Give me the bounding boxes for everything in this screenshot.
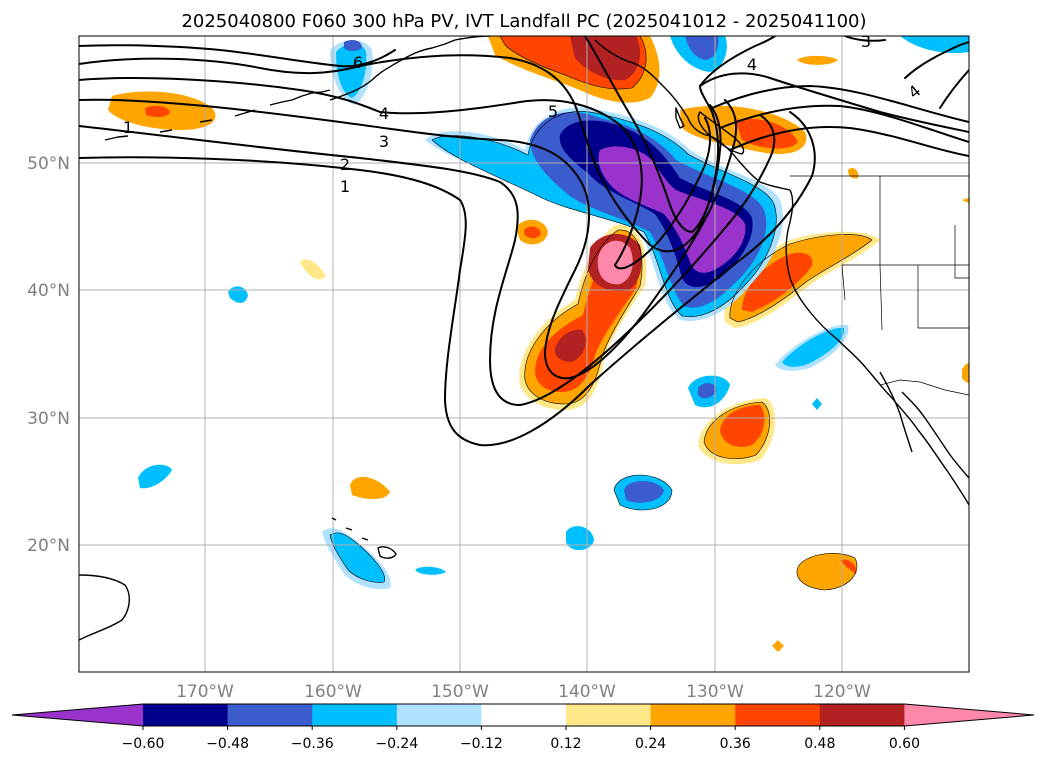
hawaii-islands: [331, 517, 397, 559]
colorbar-segment: [396, 704, 482, 726]
negative-anomaly-30n-core: [698, 383, 717, 399]
asia-coast-sw: [79, 574, 130, 641]
colorbar-tick-label: 0.48: [804, 736, 835, 752]
anomaly-bc-coast-core: [570, 36, 641, 81]
colorbar-extend-max: [904, 704, 1034, 726]
colorbar-tick-label: 0.60: [889, 736, 920, 752]
colorbar-extend-min: [12, 704, 143, 726]
lon-tick-160w: 160°W: [304, 682, 362, 702]
lat-tick-50n: 50°N: [27, 154, 70, 174]
negative-anomaly-25n-west: [138, 464, 172, 489]
lon-tick-170w: 170°W: [176, 682, 234, 702]
colorbar-segment: [650, 704, 736, 726]
anomaly-ne-corner: [797, 55, 838, 65]
lon-tick-120w: 120°W: [813, 682, 871, 702]
colorbar-segment: [481, 704, 567, 726]
anomaly-small-north-core: [524, 226, 541, 239]
graticule: [79, 36, 969, 672]
anomaly-small-tropics: [772, 640, 784, 652]
colorbar-tick-label: 0.12: [550, 736, 581, 752]
aleutian-islands: [104, 89, 331, 141]
lon-tick-130w: 130°W: [686, 682, 744, 702]
pv-contour-6: [79, 36, 969, 234]
outline-ca-coast: [729, 234, 873, 323]
anomaly-outlines: [329, 36, 873, 591]
contour-label-3-ne: 3: [861, 32, 871, 51]
negative-anomaly-alaska-dark: [344, 40, 362, 51]
negative-anomaly-alaska-core: [336, 43, 367, 98]
colorbar-tick-label: −0.12: [460, 736, 503, 752]
alaska-coast: [329, 36, 491, 101]
us-west-coast: [785, 189, 969, 506]
colorbar-tick-label: 0.24: [635, 736, 666, 752]
lat-tick-20n: 20°N: [27, 536, 70, 556]
contour-label-3: 3: [379, 132, 389, 151]
contour-label-4: 4: [379, 104, 389, 123]
political-borders: [790, 175, 969, 396]
anomaly-east-edge: [962, 197, 969, 383]
negative-anomaly-north-bc-core: [685, 36, 719, 60]
colorbar-segment: [735, 704, 821, 726]
outline-25n: [613, 474, 673, 511]
colorbar-segment: [566, 704, 652, 726]
latitude-labels: 50°N 40°N 30°N 20°N: [27, 154, 70, 556]
colorbar-tick-label: −0.60: [122, 736, 165, 752]
pv-contour-2: [79, 114, 776, 407]
outline-subtropical-east: [703, 401, 771, 460]
negative-anomaly-25n-core: [624, 481, 664, 503]
outline-north: [499, 36, 647, 90]
anomaly-ca-coast-core: [742, 252, 813, 312]
anomaly-subtropical-east-core: [720, 405, 765, 447]
contour-label-4-ne: 4: [747, 55, 757, 74]
pv-contour-4: [79, 77, 712, 270]
anomaly-central-pacific-pink: [597, 240, 633, 285]
colorbar-segment: [227, 704, 313, 726]
colorbar-tick-label: −0.48: [206, 736, 249, 752]
colorbar-tick-label: −0.24: [375, 736, 418, 752]
contour-label-1-west: 1: [123, 118, 133, 137]
colorbar-segment: [312, 704, 398, 726]
longitude-labels: 170°W 160°W 150°W 140°W 130°W 120°W: [176, 682, 871, 702]
state-borders: [841, 176, 969, 331]
pv-contour-1: [79, 111, 816, 447]
map-frame: [78, 35, 970, 673]
pv-contour-ne-b: [844, 36, 969, 109]
lat-tick-40n: 40°N: [27, 281, 70, 301]
figure-title: 2025040800 F060 300 hPa PV, IVT Landfall…: [181, 11, 866, 32]
vancouver-island: [697, 111, 745, 155]
colorbar-tick-label: 0.36: [720, 736, 751, 752]
map-area: 1 2 3 4 5 6 1 4 3 4: [79, 32, 969, 672]
colorbar-segment: [819, 704, 905, 726]
pv-contour-3: [79, 98, 738, 380]
anomaly-hawaii-north: [350, 476, 390, 500]
lat-tick-30n: 30°N: [27, 409, 70, 429]
colorbar: −0.60 −0.48 −0.36 −0.24 −0.12 0.12 0.24 0.36 0.4…: [11, 703, 1035, 752]
anomaly-east-tropical-edge: [840, 559, 857, 574]
lon-tick-140w: 140°W: [558, 682, 616, 702]
haida-gwaii: [675, 107, 685, 129]
outline-gulf: [431, 111, 777, 318]
lon-tick-150w: 150°W: [431, 682, 489, 702]
outline-central-pacific: [524, 229, 643, 405]
anomaly-small-42n: [300, 259, 326, 280]
coastlines: [79, 36, 969, 641]
mexico-border: [879, 379, 969, 396]
colorbar-tick-label: −0.36: [291, 736, 334, 752]
pv-contours: [79, 36, 969, 447]
contour-label-5: 5: [548, 102, 558, 121]
outline-hawaii: [329, 532, 385, 583]
pv-contour-ne-a: [699, 36, 969, 157]
baja-peninsula: [879, 371, 969, 479]
outline-east-tropical: [796, 553, 858, 591]
colorbar-segment: [143, 704, 229, 726]
contour-label-2: 2: [340, 155, 350, 174]
contour-label-1: 1: [340, 177, 350, 196]
contour-label-6: 6: [353, 53, 363, 72]
negative-anomaly-baja-core: [782, 327, 845, 367]
anomaly-dateline-west-core: [145, 105, 170, 117]
